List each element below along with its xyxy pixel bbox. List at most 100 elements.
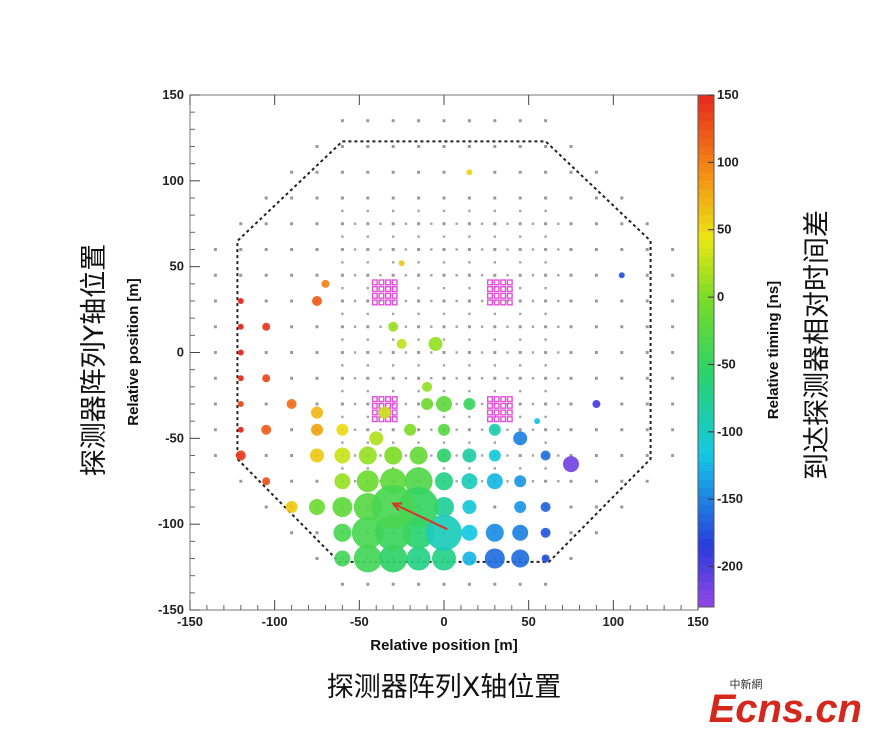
grey-detector — [506, 274, 509, 277]
grey-detector — [518, 351, 522, 354]
grey-detector — [544, 325, 548, 329]
grey-detector — [379, 325, 382, 328]
grey-detector — [531, 299, 535, 303]
grey-detector — [366, 170, 370, 174]
grey-detector — [594, 325, 598, 329]
grey-detector — [391, 248, 395, 251]
detector-point — [435, 472, 453, 491]
colorbar-band — [698, 376, 714, 386]
grey-detector — [519, 338, 522, 341]
grey-detector — [340, 145, 344, 148]
detector-point — [237, 349, 244, 356]
colorbar-band — [698, 197, 714, 207]
colorbar-band — [698, 214, 714, 224]
grey-detector — [671, 273, 675, 277]
detector-point — [541, 554, 550, 563]
grey-detector — [493, 376, 497, 380]
y-axis-chinese-caption: 探测器阵列Y轴位置 — [79, 244, 110, 477]
grey-detector — [391, 376, 395, 380]
grey-detector — [620, 454, 624, 457]
x-tick-label: 50 — [521, 614, 535, 629]
colorbar: 150 100 50 0 -50 -100 -150 -200 — [697, 87, 743, 608]
detector-point — [379, 544, 408, 573]
grey-detector — [341, 467, 344, 470]
grey-detector — [366, 441, 369, 444]
colorbar-tick-label: -200 — [717, 559, 743, 574]
cluster-cell — [385, 279, 392, 286]
watermark-small-text: 中新網 — [730, 677, 763, 691]
grey-detector — [467, 299, 471, 303]
grey-detector — [557, 299, 560, 303]
grey-detector — [290, 428, 294, 432]
detector-point — [311, 423, 323, 436]
grey-detector — [213, 325, 217, 329]
grey-detector — [645, 351, 649, 354]
grey-detector — [290, 531, 294, 535]
grey-detector — [341, 261, 344, 264]
grey-detector — [340, 299, 344, 303]
grey-detector — [518, 273, 522, 277]
grey-detector — [430, 248, 433, 251]
grey-detector — [620, 402, 624, 406]
colorbar-band — [698, 598, 714, 608]
grey-detector — [620, 351, 624, 354]
grey-detector — [353, 454, 357, 457]
colorbar-band — [698, 427, 714, 437]
detector-point — [514, 501, 527, 513]
grey-detector — [353, 402, 357, 406]
grey-detector — [213, 248, 217, 251]
grey-detector — [480, 454, 484, 457]
cluster-cell — [371, 279, 378, 286]
grey-detector — [442, 364, 446, 367]
grey-detector — [315, 376, 319, 380]
grey-detector — [493, 209, 496, 213]
grey-detector — [442, 415, 446, 419]
grey-detector — [518, 325, 522, 329]
grey-detector — [442, 145, 446, 148]
detector-point — [369, 431, 384, 446]
grey-detector — [620, 428, 624, 432]
colorbar-band — [698, 163, 714, 173]
x-tick-label: 0 — [440, 614, 447, 629]
detector-point — [262, 477, 271, 486]
detector-point — [461, 473, 478, 490]
array-boundary — [236, 140, 652, 563]
grey-detector — [442, 325, 446, 329]
detector-point — [436, 396, 452, 412]
grey-detector — [506, 222, 509, 225]
grey-detector — [569, 170, 573, 174]
grey-detector — [544, 428, 548, 432]
grey-detector — [518, 428, 522, 432]
grey-detector — [404, 351, 408, 354]
detector-point — [404, 423, 417, 436]
colorbar-band — [698, 103, 714, 113]
grey-detector — [366, 248, 370, 251]
grey-detector — [506, 480, 509, 483]
colorbar-band — [698, 589, 714, 599]
grey-detector — [519, 209, 522, 213]
colorbar-band — [698, 154, 714, 164]
cluster-cell — [378, 396, 385, 403]
grey-detector — [493, 351, 497, 354]
detector-point — [513, 431, 528, 446]
grey-detector — [493, 441, 496, 444]
cluster-cell — [506, 299, 513, 306]
detector-point — [353, 544, 382, 573]
array-boundary-line — [236, 140, 652, 563]
cluster-cell — [371, 292, 378, 299]
highlight-clusters — [371, 279, 513, 423]
grey-detector — [518, 119, 522, 123]
detector-point — [534, 418, 541, 425]
grey-detector — [340, 351, 344, 354]
grey-detector — [493, 261, 496, 264]
grey-detector — [493, 119, 497, 123]
grey-detector — [391, 299, 395, 303]
grey-detector — [594, 196, 598, 200]
cluster-cell — [500, 292, 507, 299]
cluster-cell — [500, 416, 507, 423]
cluster-cell — [371, 286, 378, 293]
grey-detector — [544, 376, 548, 380]
grey-detector — [366, 145, 370, 148]
grey-detector — [366, 209, 369, 213]
grey-detector — [493, 582, 497, 586]
